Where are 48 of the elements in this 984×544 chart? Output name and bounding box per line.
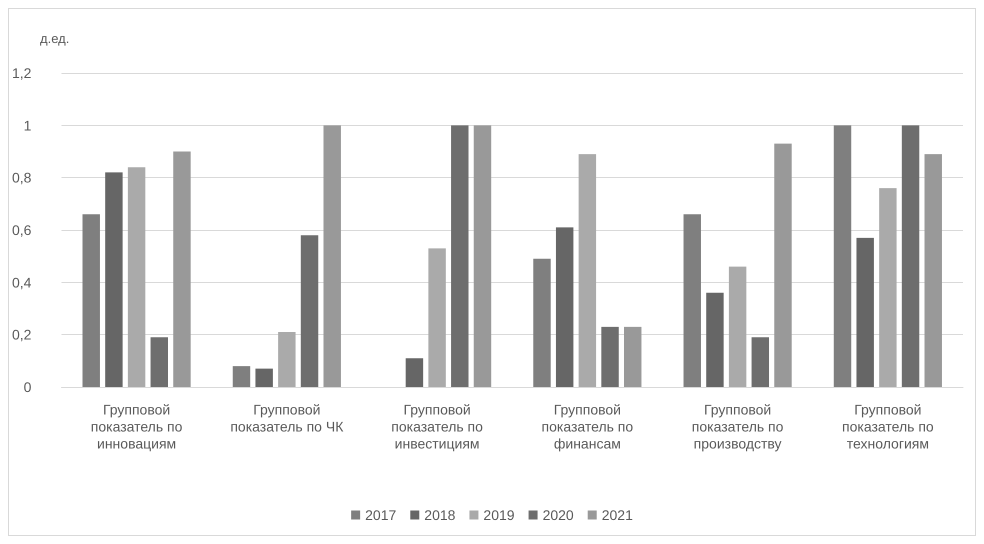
bar	[879, 188, 897, 387]
bar	[451, 125, 469, 387]
bar	[624, 326, 642, 387]
bar	[428, 248, 446, 387]
y-tick-label: 0,6	[12, 222, 32, 238]
legend-label: 2017	[365, 507, 396, 523]
bar	[300, 235, 318, 387]
x-tick-label: Групповой показатель по инвестициям	[391, 402, 484, 452]
bar	[902, 125, 920, 387]
legend-label: 2020	[542, 507, 574, 523]
bar	[601, 326, 619, 387]
bar	[856, 238, 874, 387]
y-tick-label: 1	[24, 117, 32, 134]
x-tick-label: Групповой показатель по финансам	[542, 402, 634, 452]
bar	[684, 214, 701, 387]
y-tick-label: 0,2	[12, 326, 32, 343]
y-tick-label: 0	[24, 379, 32, 395]
bar	[533, 258, 551, 387]
y-tick-label: 0,4	[12, 274, 32, 290]
y-axis-title: д.ед.	[40, 31, 70, 46]
x-tick-label: Групповой показатель по инновациям	[90, 402, 183, 452]
bar	[578, 154, 596, 387]
y-tick-label: 0,8	[12, 170, 32, 186]
bar	[706, 292, 724, 387]
x-tick-label: Групповой показатель по производству	[692, 402, 784, 452]
bar	[82, 214, 100, 387]
bar	[474, 125, 492, 387]
bar	[150, 337, 168, 387]
bar	[105, 172, 123, 387]
bar	[232, 366, 250, 387]
bar	[128, 167, 146, 387]
bar	[255, 368, 273, 387]
x-tick-label: Групповой показатель по технологиям	[842, 402, 934, 452]
bar	[556, 227, 574, 387]
bar	[834, 125, 852, 387]
bar	[278, 332, 296, 387]
bar	[728, 266, 746, 387]
bar	[323, 125, 341, 387]
bar	[752, 337, 770, 387]
legend-label: 2021	[602, 507, 634, 523]
y-tick-label: 1,2	[12, 65, 32, 81]
legend-label: 2019	[483, 507, 515, 523]
x-tick-label: Групповой показатель по ЧК	[230, 402, 344, 434]
bar	[924, 154, 942, 387]
bar	[173, 152, 191, 387]
bar	[406, 358, 424, 387]
legend-label: 2018	[424, 507, 456, 523]
bar	[774, 144, 792, 387]
